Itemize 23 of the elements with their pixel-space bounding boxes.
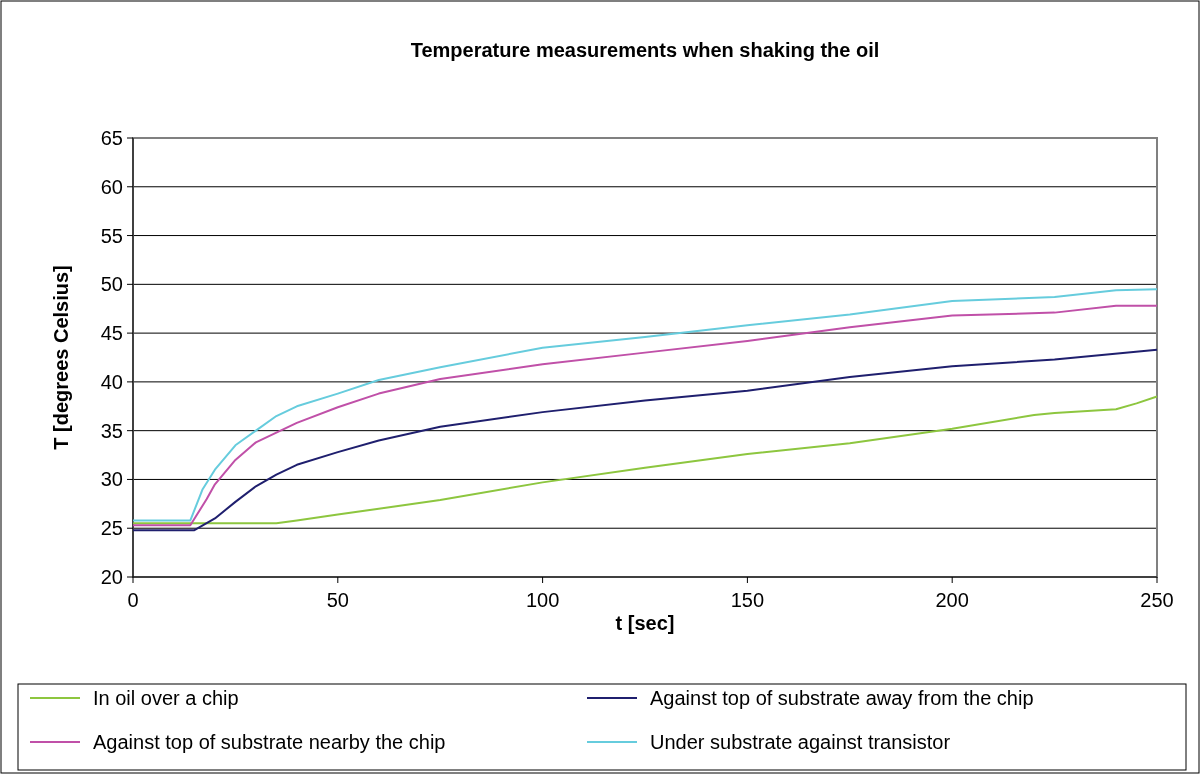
y-tick-label: 50 bbox=[100, 273, 123, 296]
legend-label: Against top of substrate away from the chip bbox=[650, 687, 1034, 709]
y-axis-title: T [degrees Celsius] bbox=[50, 265, 72, 450]
y-tick-label: 65 bbox=[100, 127, 123, 149]
legend-label: Against top of substrate nearby the chip bbox=[93, 731, 446, 753]
legend-label: In oil over a chip bbox=[93, 687, 239, 709]
x-axis-title: t [sec] bbox=[615, 612, 675, 634]
y-tick-label: 25 bbox=[100, 517, 123, 540]
x-tick-label: 50 bbox=[326, 589, 349, 611]
x-tick-label: 150 bbox=[730, 589, 765, 611]
y-tick-label: 20 bbox=[100, 566, 123, 588]
x-tick-label: 250 bbox=[1140, 589, 1174, 611]
y-tick-label: 40 bbox=[100, 370, 123, 393]
x-tick-label: 200 bbox=[935, 589, 969, 611]
x-tick-label: 100 bbox=[525, 589, 560, 611]
chart-title: Temperature measurements when shaking the oil bbox=[410, 39, 880, 61]
legend-label: Under substrate against transistor bbox=[650, 731, 951, 753]
y-tick-label: 55 bbox=[100, 224, 123, 247]
x-tick-label: 0 bbox=[127, 589, 139, 611]
y-tick-label: 35 bbox=[100, 419, 123, 442]
y-tick-label: 45 bbox=[100, 322, 123, 345]
y-tick-label: 30 bbox=[100, 468, 123, 491]
y-tick-label: 60 bbox=[100, 175, 123, 198]
